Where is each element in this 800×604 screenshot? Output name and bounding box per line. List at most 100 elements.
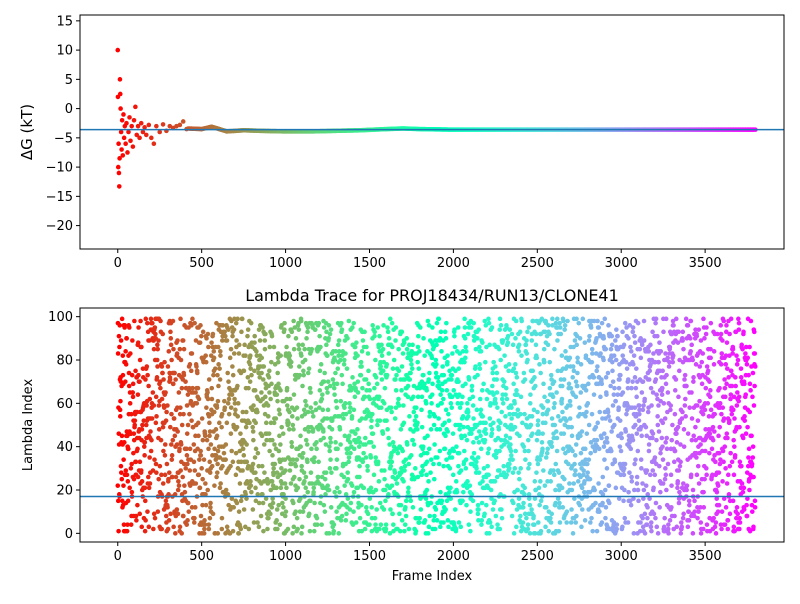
- lambda-point: [218, 486, 223, 491]
- lambda-point: [426, 531, 431, 536]
- lambda-point: [435, 321, 440, 326]
- lambda-point: [168, 512, 173, 517]
- lambda-point: [435, 518, 440, 523]
- lambda-point: [527, 462, 532, 467]
- lambda-point: [579, 451, 584, 456]
- lambda-point: [643, 512, 648, 517]
- lambda-point: [436, 375, 441, 380]
- lambda-point: [163, 390, 168, 395]
- lambda-point: [300, 384, 305, 389]
- lambda-point: [431, 462, 436, 467]
- lambda-point: [751, 371, 756, 376]
- lambda-point: [252, 340, 257, 345]
- lambda-point: [261, 364, 266, 369]
- lambda-point: [521, 444, 526, 449]
- lambda-point: [614, 486, 619, 491]
- lambda-point: [724, 323, 729, 328]
- lambda-point: [752, 330, 757, 335]
- lambda-point: [512, 531, 517, 536]
- lambda-point: [451, 388, 456, 393]
- lambda-point: [300, 343, 305, 348]
- lambda-point: [312, 501, 317, 506]
- lambda-point: [749, 434, 754, 439]
- lambda-point: [505, 397, 510, 402]
- lambda-point: [138, 319, 143, 324]
- lambda-point: [186, 423, 191, 428]
- lambda-point: [675, 479, 680, 484]
- lambda-point: [424, 388, 429, 393]
- lambda-point: [318, 369, 323, 374]
- lambda-point: [681, 512, 686, 517]
- lambda-point: [732, 525, 737, 530]
- lambda-point: [526, 466, 531, 471]
- lambda-point: [642, 397, 647, 402]
- lambda-point: [493, 397, 498, 402]
- x-tick-label: 3000: [605, 256, 638, 271]
- lambda-point: [585, 470, 590, 475]
- lambda-point: [182, 347, 187, 352]
- lambda-point: [331, 529, 336, 534]
- lambda-point: [295, 416, 300, 421]
- lambda-point: [289, 440, 294, 445]
- lambda-point: [379, 405, 384, 410]
- lambda-point: [640, 343, 645, 348]
- lambda-point: [487, 343, 492, 348]
- lambda-point: [519, 319, 524, 324]
- lambda-point: [501, 338, 506, 343]
- lambda-point: [525, 358, 530, 363]
- lambda-point: [421, 336, 426, 341]
- lambda-point: [408, 371, 413, 376]
- lambda-point: [440, 388, 445, 393]
- lambda-point: [189, 369, 194, 374]
- lambda-point: [290, 531, 295, 536]
- lambda-point: [275, 399, 280, 404]
- x-tick-label: 500: [189, 549, 214, 564]
- lambda-point: [349, 501, 354, 506]
- lambda-point: [381, 369, 386, 374]
- lambda-point: [521, 520, 526, 525]
- lambda-point: [128, 351, 133, 356]
- lambda-point: [417, 349, 422, 354]
- lambda-point: [578, 434, 583, 439]
- lambda-point: [253, 421, 258, 426]
- lambda-point: [444, 408, 449, 413]
- lambda-point: [383, 488, 388, 493]
- lambda-point: [236, 531, 241, 536]
- lambda-point: [689, 473, 694, 478]
- lambda-point: [433, 358, 438, 363]
- lambda-point: [435, 455, 440, 460]
- lambda-point: [346, 460, 351, 465]
- delta-g-point: [117, 184, 122, 189]
- lambda-point: [636, 499, 641, 504]
- lambda-point: [587, 423, 592, 428]
- lambda-point: [567, 382, 572, 387]
- lambda-point: [401, 479, 406, 484]
- lambda-point: [696, 464, 701, 469]
- lambda-point: [511, 501, 516, 506]
- lambda-point: [292, 392, 297, 397]
- lambda-point: [354, 340, 359, 345]
- lambda-point: [196, 434, 201, 439]
- lambda-point: [639, 457, 644, 462]
- lambda-point: [383, 386, 388, 391]
- lambda-point: [294, 336, 299, 341]
- lambda-point: [144, 423, 149, 428]
- lambda-point: [507, 327, 512, 332]
- lambda-point: [312, 455, 317, 460]
- lambda-point: [258, 338, 263, 343]
- lambda-point: [664, 436, 669, 441]
- lambda-point: [613, 399, 618, 404]
- lambda-point: [359, 373, 364, 378]
- lambda-point: [576, 321, 581, 326]
- lambda-point: [256, 451, 261, 456]
- lambda-point: [181, 514, 186, 519]
- lambda-point: [352, 447, 357, 452]
- lambda-point: [262, 338, 267, 343]
- lambda-point: [656, 403, 661, 408]
- lambda-point: [278, 353, 283, 358]
- lambda-point: [222, 451, 227, 456]
- lambda-point: [328, 436, 333, 441]
- lambda-point: [725, 436, 730, 441]
- lambda-point: [607, 501, 612, 506]
- lambda-point: [570, 488, 575, 493]
